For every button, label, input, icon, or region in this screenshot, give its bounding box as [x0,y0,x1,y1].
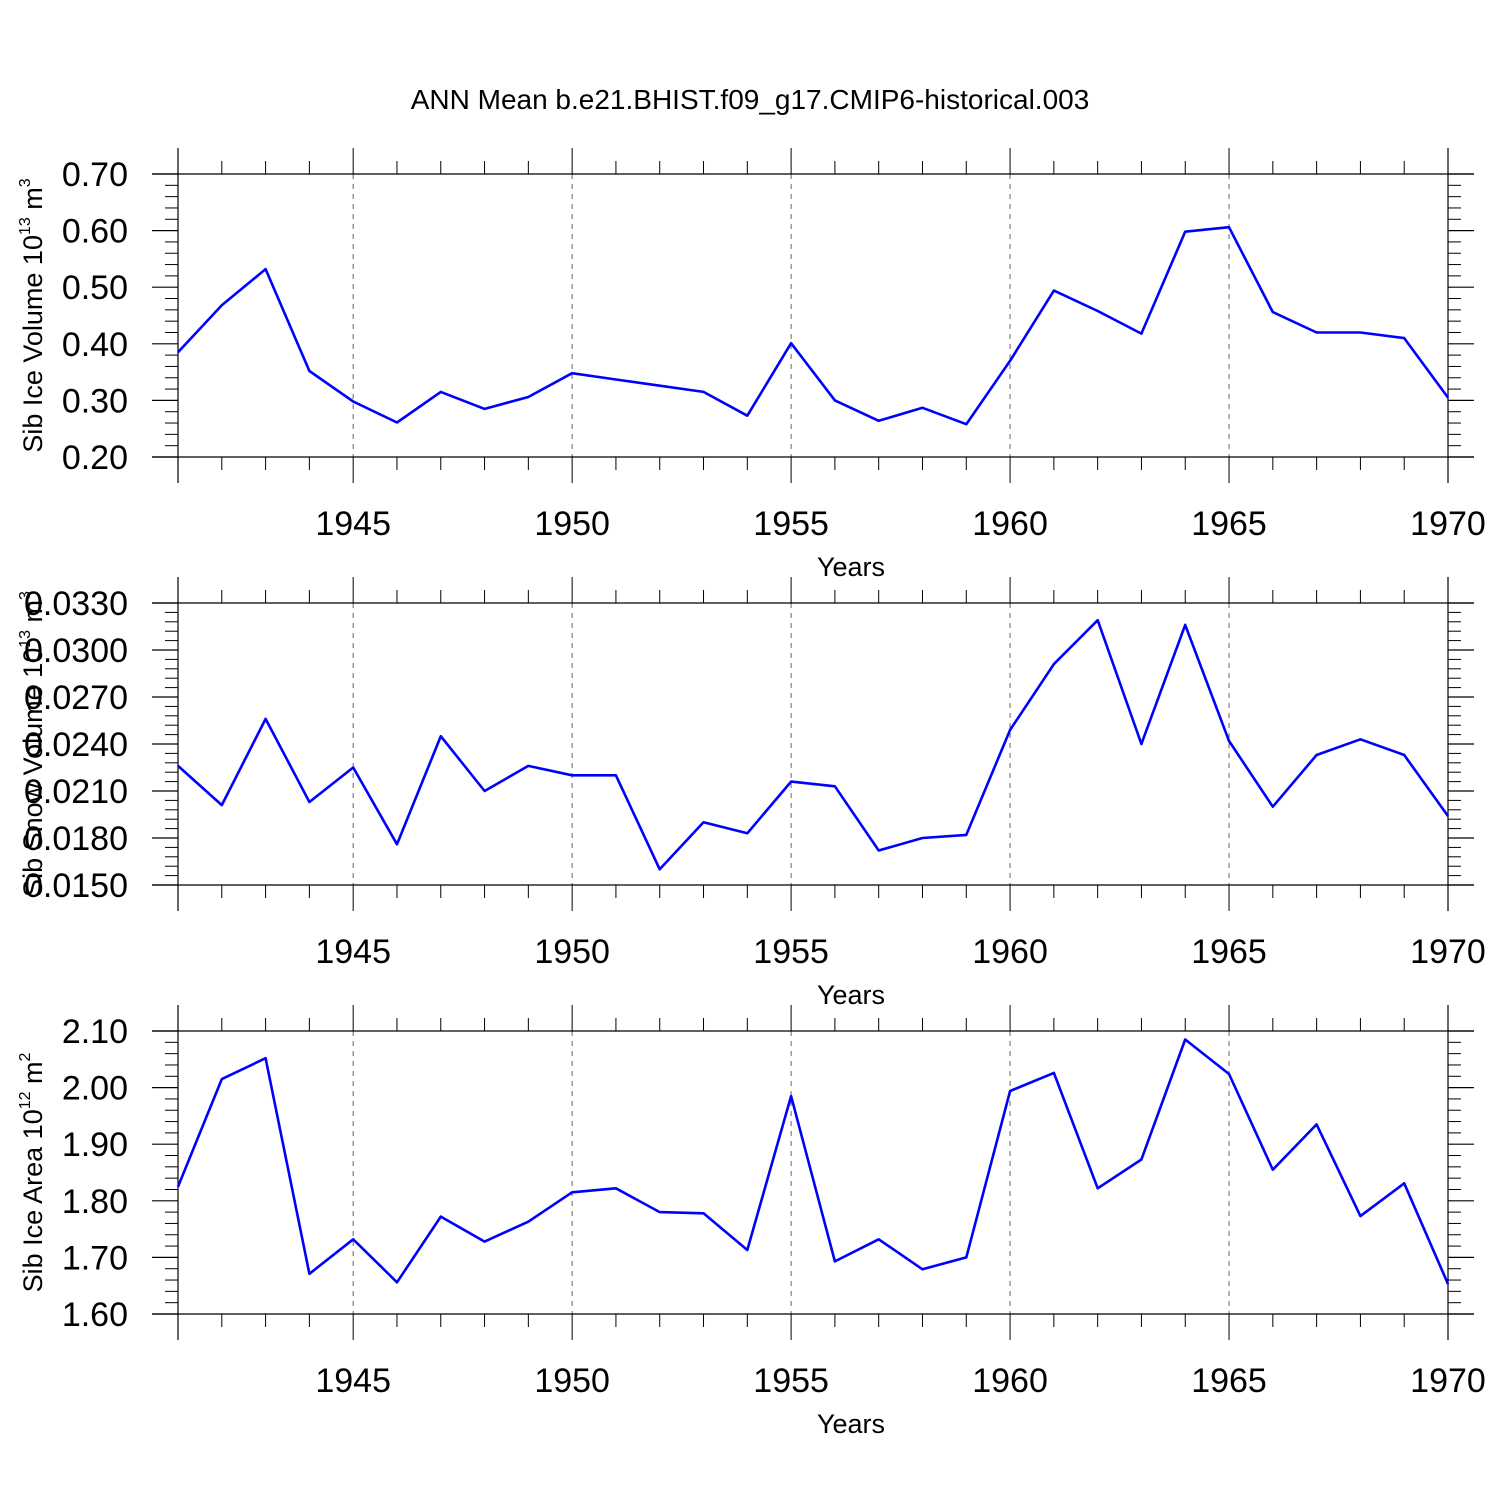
x-tick-label: 1965 [1191,505,1267,543]
x-axis-title: Years [817,552,885,582]
y-axis-title-superscript: 13 [17,217,34,235]
x-tick-label: 1945 [315,505,391,543]
series-line [176,1038,1450,1285]
y-tick-label: 0.0210 [24,773,128,811]
y-tick-label: 1.70 [62,1239,128,1277]
series-line [177,618,1450,871]
y-axis-title-superscript: 2 [17,1052,34,1061]
panel-sib-ice-area: 1945 1950 1955 1960 1965 1970 1.60 1.70 1.80 1.90… [17,1005,1486,1439]
y-tick-label: 0.70 [62,156,128,194]
y-tick-label: 0.0330 [24,585,128,623]
y-tick-label: 1.60 [62,1296,128,1334]
y-axis-title-text: Sib Ice Area 10 [18,1109,48,1292]
panel-sib-snow-volume: 1945 1950 1955 1960 1965 1970 0.0150 0.0180 0.02… [17,577,1486,1010]
y-axis-title: Sib Ice Area 1012 m2 [17,1052,48,1292]
y-axis-title-superscript: 13 [17,630,34,648]
y-axis-title-superscript: 3 [17,591,34,600]
y-axis-title-text: Sib Snow Volume 10 [18,648,48,897]
y-tick-label: 0.20 [62,439,128,477]
x-axis-title: Years [817,1409,885,1439]
y-axis-title-text: m [18,1061,48,1091]
y-tick-label: 2.10 [62,1013,128,1051]
x-tick-label: 1970 [1410,1362,1486,1400]
y-tick-label: 1.80 [62,1183,128,1221]
y-tick-label: 1.90 [62,1126,128,1164]
y-tick-label: 0.0300 [24,632,128,670]
x-tick-label: 1950 [534,1362,610,1400]
y-tick-label: 0.0240 [24,726,128,764]
x-tick-label: 1950 [534,933,610,971]
x-tick-label: 1955 [753,1362,829,1400]
y-axis-title-superscript: 3 [17,178,34,187]
x-tick-label: 1965 [1191,933,1267,971]
y-axis-title-text: Sib Ice Volume 10 [18,235,48,453]
x-tick-label: 1970 [1410,505,1486,543]
y-axis-title-text: m [18,187,48,217]
x-tick-label: 1945 [315,933,391,971]
x-tick-label: 1955 [753,933,829,971]
y-tick-label: 0.0180 [24,820,128,858]
x-tick-label: 1960 [972,505,1048,543]
panel-sib-ice-volume: 1945 1950 1955 1960 1965 1970 0.20 0.30 0.40 0.50… [17,148,1486,582]
y-axis-title-superscript: 12 [17,1091,34,1109]
y-tick-label: 0.0270 [24,679,128,717]
y-axis-title: Sib Ice Volume 1013 m3 [17,178,48,452]
x-tick-label: 1970 [1410,933,1486,971]
x-axis-title: Years [817,980,885,1010]
y-axis-title-text: m [18,600,48,630]
y-tick-label: 2.00 [62,1070,128,1108]
x-tick-label: 1945 [315,1362,391,1400]
x-tick-label: 1960 [972,933,1048,971]
chart-title: ANN Mean b.e21.BHIST.f09_g17.CMIP6-histo… [410,84,1090,115]
y-tick-label: 0.0150 [24,867,128,905]
y-tick-label: 0.30 [62,382,128,420]
x-tick-label: 1955 [753,505,829,543]
y-tick-label: 0.60 [62,213,128,251]
x-tick-label: 1965 [1191,1362,1267,1400]
x-tick-label: 1960 [972,1362,1048,1400]
x-tick-label: 1950 [534,505,610,543]
y-tick-label: 0.40 [62,326,128,364]
y-axis-title: Sib Snow Volume 1013 m3 [17,591,48,897]
y-tick-label: 0.50 [62,269,128,307]
series-line [177,225,1450,426]
